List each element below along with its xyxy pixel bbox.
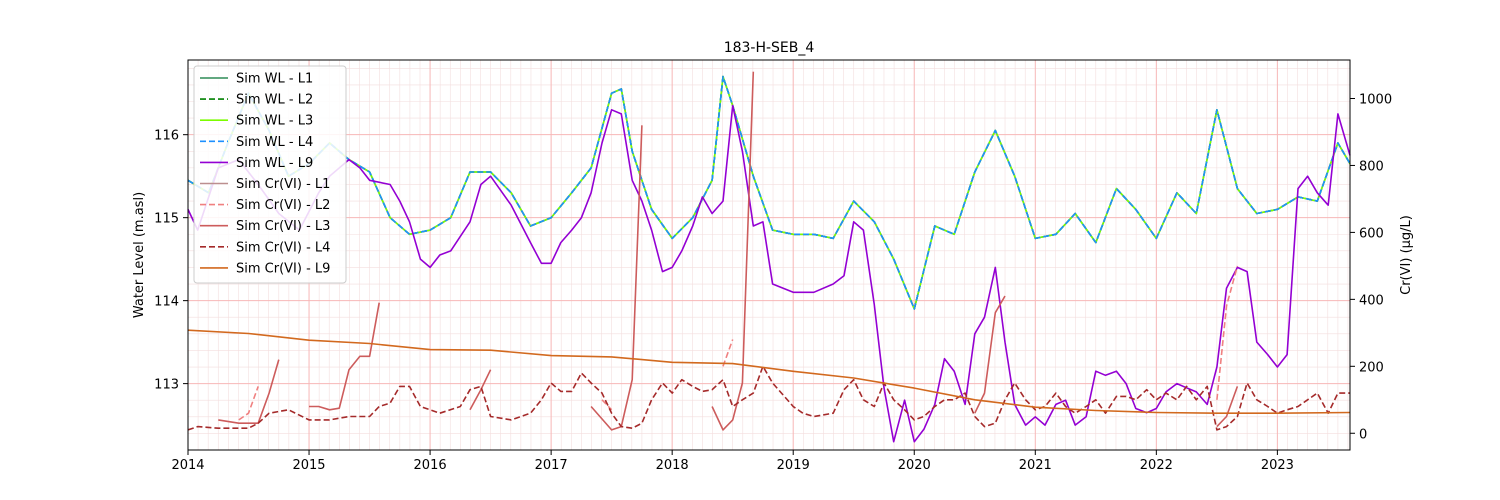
x-tick-label: 2016 (414, 458, 447, 473)
legend-label: Sim Cr(VI) - L3 (236, 219, 330, 234)
series-line-sim-cr-vi-l4 (187, 365, 1350, 431)
y2-axis-label: Cr(VI) (µg/L) (1399, 215, 1414, 295)
legend-label: Sim Cr(VI) - L4 (236, 240, 330, 255)
series-line-sim-wl-l2 (187, 75, 1351, 310)
x-tick-label: 2014 (171, 458, 204, 473)
series-line-sim-cr-vi-l2 (1216, 265, 1239, 400)
series-line-sim-wl-l1 (187, 75, 1351, 310)
plot-frame (187, 59, 1351, 451)
grid-layer (187, 60, 1350, 451)
x-tick-label: 2022 (1140, 458, 1173, 473)
chart-title: 183-H-SEB_4 (724, 40, 815, 56)
series-line-sim-wl-l3 (187, 75, 1351, 310)
legend-box (193, 65, 347, 284)
series-line-sim-cr-vi-l3 (309, 302, 380, 411)
y-tick-label: 114 (154, 295, 179, 310)
legend-label: Sim Cr(VI) - L9 (236, 261, 330, 276)
y-tick-label: 116 (154, 129, 179, 144)
legend-label: Sim Cr(VI) - L1 (236, 177, 330, 192)
series-line-sim-wl-l4 (187, 75, 1351, 310)
legend-label: Sim WL - L3 (236, 114, 313, 129)
x-tick-label: 2017 (535, 458, 568, 473)
legend-label: Sim WL - L9 (236, 156, 313, 171)
y-tick-label: 115 (154, 212, 179, 227)
y2-tick-label: 0 (1359, 427, 1367, 442)
y2-tick-label: 600 (1359, 226, 1384, 241)
legend-label: Sim Cr(VI) - L2 (236, 198, 330, 213)
x-tick-label: 2019 (777, 458, 810, 473)
y-tick-label: 113 (154, 378, 179, 393)
series-line-sim-cr-vi-l3 (974, 295, 1006, 414)
series-line-sim-cr-vi-l3 (590, 125, 643, 431)
legend-label: Sim WL - L2 (236, 93, 313, 108)
legend-label: Sim WL - L4 (236, 135, 313, 150)
series-line-sim-cr-vi-l3 (1216, 386, 1239, 428)
axis-layer: 2014 2015 2016 2017 2018 2019 2020 2021 2022 2023… (154, 92, 1392, 473)
y2-tick-label: 1000 (1359, 92, 1392, 107)
series-layer (187, 71, 1351, 443)
series-line-sim-cr-vi-l9 (187, 329, 1351, 414)
x-tick-label: 2021 (1019, 458, 1052, 473)
y2-tick-label: 800 (1359, 159, 1384, 174)
y2-tick-label: 200 (1359, 360, 1384, 375)
x-tick-label: 2020 (898, 458, 931, 473)
x-tick-label: 2018 (656, 458, 689, 473)
legend-label: Sim WL - L1 (236, 72, 313, 87)
series-line-sim-cr-vi-l2 (722, 339, 734, 367)
x-tick-label: 2023 (1261, 458, 1294, 473)
legend: Sim WL - L1 Sim WL - L2 Sim WL - L3 Sim WL … (193, 65, 347, 284)
series-line-sim-wl-l9 (187, 104, 1351, 443)
series-line-sim-cr-vi-l2 (238, 386, 259, 421)
y2-tick-label: 400 (1359, 293, 1384, 308)
series-line-sim-cr-vi-l3 (711, 71, 755, 431)
y-axis-label: Water Level (m.asl) (132, 192, 147, 318)
x-tick-label: 2015 (292, 458, 325, 473)
series-line-sim-cr-vi-l3 (469, 369, 492, 411)
